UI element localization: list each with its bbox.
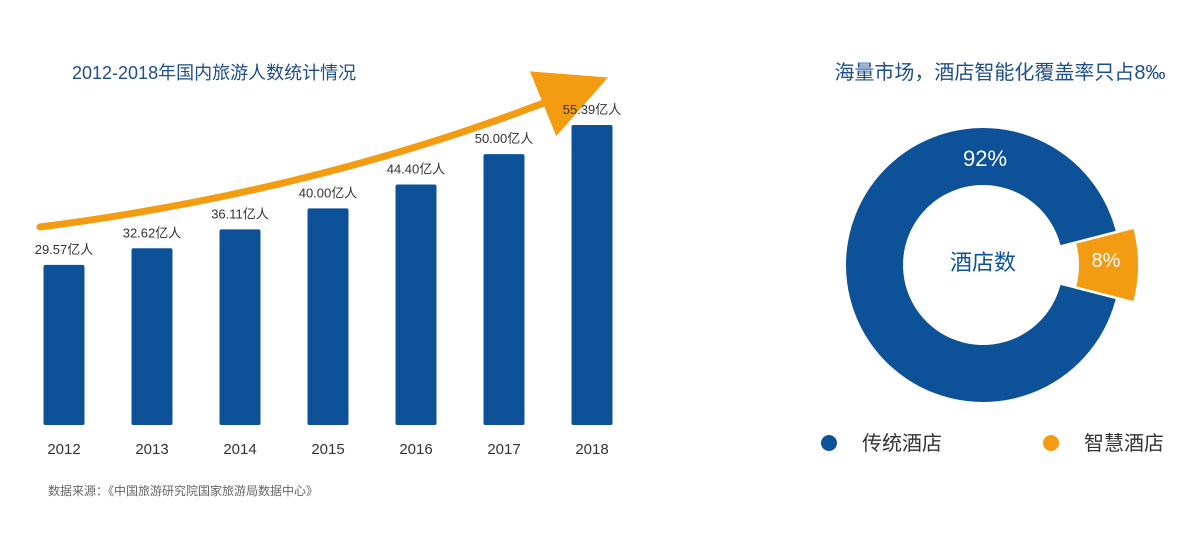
bar [307,208,349,425]
slice-label: 8% [1092,250,1121,272]
bar [131,248,173,425]
bar-value-label: 36.11亿人 [211,206,269,221]
donut-slice [846,128,1116,403]
legend-marker [821,435,837,451]
bar [43,264,85,425]
bar [483,154,525,425]
donut-chart-title: 海量市场，酒店智能化覆盖率只占8‰ [834,61,1165,84]
bar-chart: 2012-2018年国内旅游人数统计情况 29.57亿人201232.62亿人2… [35,63,622,458]
x-tick-label: 2018 [575,441,608,458]
bar [395,184,437,425]
bar-value-label: 44.40亿人 [387,162,446,177]
donut-center-label: 酒店数 [950,250,1016,275]
legend: 传统酒店 智慧酒店 [821,432,1164,455]
slice-label: 92% [963,146,1007,171]
x-tick-label: 2015 [311,441,344,458]
legend-label: 智慧酒店 [1084,432,1164,455]
bar-value-label: 50.00亿人 [475,131,534,146]
legend-label: 传统酒店 [862,432,942,455]
donut-slice [1076,228,1139,302]
bar [219,229,261,425]
donut-group: 92% 8% [846,128,1139,403]
bars-group: 29.57亿人 2012 32.62亿人 2013 36.11亿人 2014 40.00亿人… [35,102,622,458]
bar-value-label: 40.00亿人 [299,185,358,200]
donut-chart: 海量市场，酒店智能化覆盖率只占8‰ 92% 8% 酒店数 传统酒店 智慧酒店 [821,61,1166,455]
bar-value-label: 32.62亿人 [123,225,182,240]
bar-value-label: 55.39亿人 [563,102,622,117]
x-tick-label: 2013 [135,441,168,458]
x-tick-label: 2017 [487,441,520,458]
x-tick-label: 2016 [399,441,432,458]
bar-chart-title: 2012-2018年国内旅游人数统计情况 [72,63,356,83]
x-tick-label: 2012 [47,441,80,458]
x-tick-label: 2014 [223,441,256,458]
trend-arrow [36,71,608,231]
bar [571,124,613,426]
source-note: 数据来源：《中国旅游研究院国家旅游局数据中心》 [48,483,318,498]
legend-marker [1043,435,1059,451]
bar-value-label: 29.57亿人 [35,242,94,257]
